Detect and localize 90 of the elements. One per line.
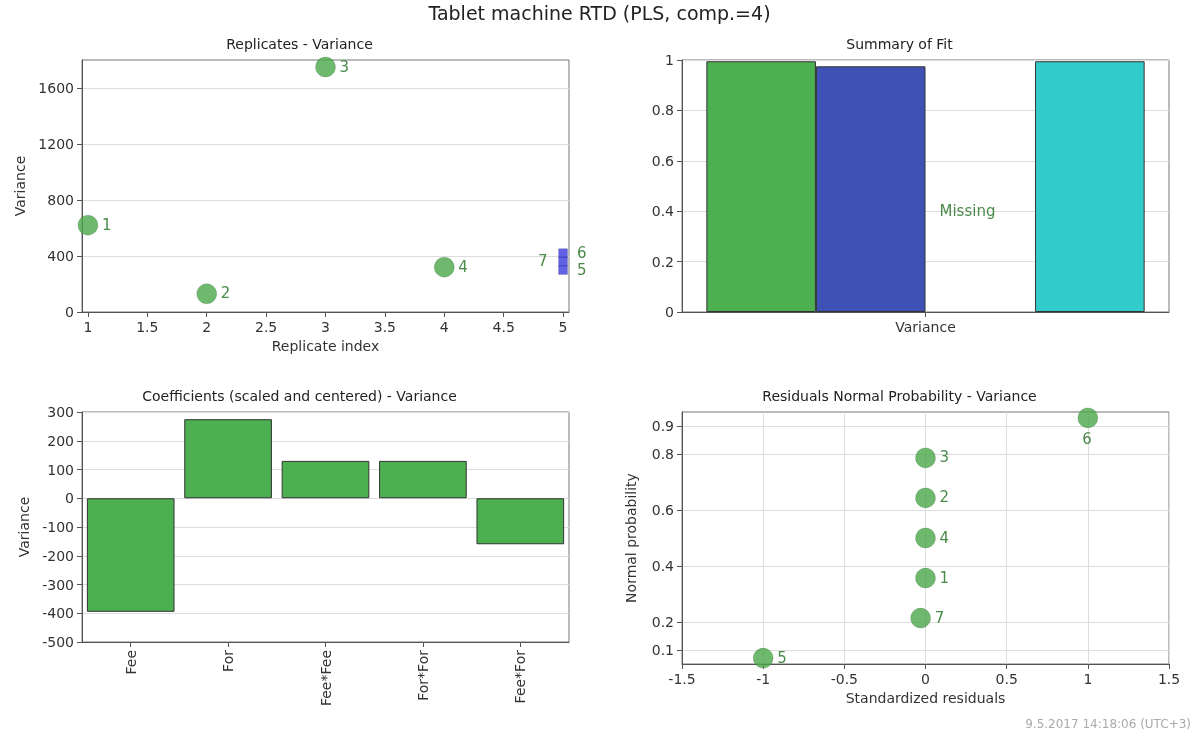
y-tick-label: 400 [47, 248, 74, 264]
chart-title: Summary of Fit [846, 36, 954, 52]
x-tick-label: 2 [202, 319, 212, 335]
y-tick-label: 0.2 [651, 253, 674, 270]
y-tick-label: 0.6 [651, 152, 675, 169]
x-tick-label: -1 [756, 671, 771, 687]
y-tick-label: 0 [665, 304, 674, 320]
x-axis-title: Standardized residuals [845, 689, 1006, 706]
y-tick-label: 0 [65, 304, 74, 320]
x-tick-label: 4.5 [492, 319, 515, 335]
x-axis-title: Replicate index [271, 337, 380, 354]
bar [281, 460, 370, 499]
bar [184, 419, 272, 499]
y-tick-label: 300 [47, 404, 74, 420]
y-tick-label: 0.2 [651, 614, 674, 630]
y-tick-label: -400 [42, 605, 74, 622]
x-tick-label: 2.5 [254, 319, 278, 335]
x-tick-label: For [220, 649, 237, 672]
y-tick-label: -500 [42, 634, 74, 650]
y-tick-label: 0.1 [651, 642, 674, 658]
chart-subtitle: Replicates - Variance [226, 36, 373, 52]
point [77, 214, 99, 236]
x-tick-label: 1.5 [136, 319, 159, 335]
x-tick-label: 0.5 [995, 671, 1018, 687]
annotation: 4 [458, 257, 468, 276]
x-tick-label: 1 [83, 319, 93, 335]
annotation: 1 [101, 215, 112, 234]
point [915, 447, 936, 469]
y-tick-label: 0.4 [651, 558, 675, 574]
point [910, 607, 932, 629]
y-tick-label: 1600 [38, 80, 74, 96]
y-tick-label: -300 [42, 576, 74, 593]
bar [86, 498, 175, 612]
y-tick-label: 100 [47, 461, 74, 478]
y-tick-label: -200 [42, 547, 74, 564]
y-tick-label: 0.8 [651, 446, 674, 462]
point [558, 256, 569, 267]
annotation: 1 [939, 568, 950, 587]
x-tick-label: 3.5 [373, 319, 397, 335]
y-tick-label: 1 [665, 52, 674, 68]
point [915, 567, 936, 589]
x-tick-label: Fee*Fee [317, 650, 334, 707]
point [915, 527, 936, 549]
annotation: 7 [538, 252, 548, 271]
y-axis-title: Variance [16, 496, 33, 558]
chart-title: Residuals Normal Probability - Variance [762, 388, 1037, 404]
x-tick-label: -1.5 [668, 671, 696, 687]
x-tick-label: Fee [122, 650, 139, 675]
y-tick-label: 0 [65, 490, 74, 507]
x-tick-label: 1 [1083, 671, 1093, 687]
x-tick-label: 0 [921, 671, 930, 687]
x-tick-label: 3 [321, 319, 330, 335]
y-tick-label: 0.4 [651, 203, 675, 220]
y-axis-title: Variance [12, 155, 29, 217]
annotation: 6 [577, 243, 587, 262]
point [915, 487, 936, 509]
annotation: 6 [1082, 430, 1092, 449]
y-tick-label: 0.6 [651, 502, 675, 518]
x-tick-label: 5 [558, 319, 568, 335]
annotation: 2 [939, 488, 950, 507]
annotation: 5 [577, 260, 587, 279]
y-tick-label: -100 [42, 519, 74, 535]
x-tick-label: -0.5 [830, 671, 858, 687]
point [433, 256, 455, 278]
y-tick-label: 200 [47, 432, 74, 449]
x-tick-label: Variance [895, 319, 956, 335]
y-tick-label: 0.8 [651, 102, 674, 119]
annotation: 7 [934, 608, 945, 627]
y-tick-label: 1200 [38, 136, 74, 152]
annotation: 3 [939, 448, 950, 467]
chart-title: Coefficients (scaled and centered) - Variance [142, 388, 457, 404]
annotation: 2 [220, 284, 231, 303]
y-axis-title: Normal probability [623, 473, 639, 603]
y-tick-label: 0.9 [651, 418, 674, 434]
annotation: 3 [339, 57, 350, 76]
x-tick-label: 4 [439, 319, 449, 335]
annotation: 4 [939, 528, 950, 547]
x-tick-label: For*For [414, 649, 431, 701]
x-tick-label: Fee*For [512, 649, 529, 704]
annotation: Missing [939, 201, 996, 220]
x-tick-label: 1.5 [1157, 671, 1181, 687]
y-tick-label: 800 [47, 192, 74, 208]
point [1077, 407, 1099, 429]
point [196, 283, 218, 305]
point [315, 56, 336, 78]
point [752, 647, 774, 669]
text: 9.5.2017 14:18:06 (UTC+3) [1025, 717, 1192, 731]
chart-title: Tablet machine RTD (PLS, comp.=4) [427, 2, 772, 24]
bar [379, 460, 467, 499]
bar [476, 498, 565, 545]
